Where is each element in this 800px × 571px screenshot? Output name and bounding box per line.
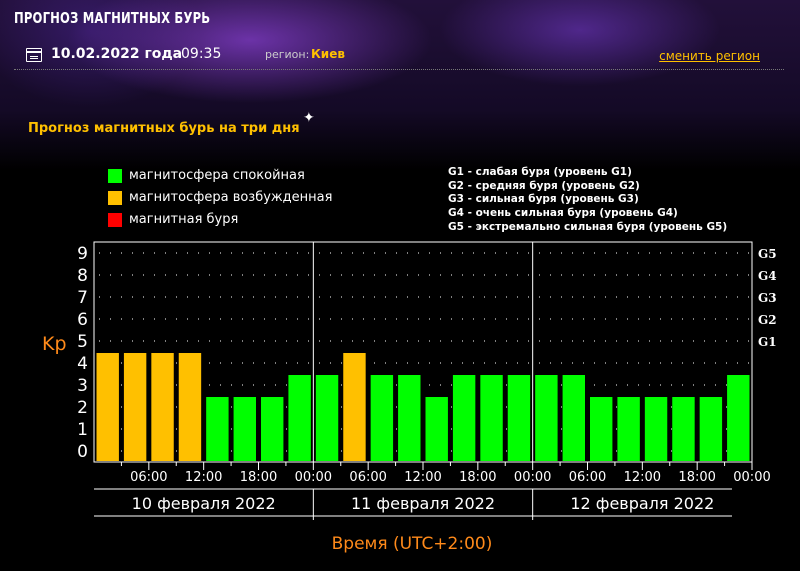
x-tick-label: 18:00 — [459, 470, 496, 485]
x-axis-label: Время (UTC+2:00) — [332, 534, 493, 554]
x-tick-label: 12:00 — [185, 470, 222, 485]
page-title: ПРОГНОЗ МАГНИТНЫХ БУРЬ — [14, 9, 211, 27]
storm-level-g1: G1 - слабая буря (уровень G1) — [448, 166, 632, 178]
kp-bar — [151, 353, 174, 461]
y-tick-label: 0 — [77, 442, 88, 462]
kp-bar — [123, 353, 147, 461]
x-tick-label: 06:00 — [569, 470, 606, 485]
kp-bar — [562, 375, 585, 461]
x-tick-label: 18:00 — [678, 470, 715, 485]
y-tick-label: 6 — [77, 310, 88, 330]
change-region-link[interactable]: сменить регион — [659, 49, 760, 63]
date-bar: 10.02.2022 года 09:35 регион: Киев смени… — [26, 45, 760, 67]
legend-swatch-active — [108, 191, 122, 205]
kp-bar — [261, 397, 284, 461]
x-tick-label: 00:00 — [514, 470, 551, 485]
kp-bar — [452, 375, 476, 461]
y-tick-label: 3 — [77, 376, 88, 396]
kp-bar — [288, 375, 311, 461]
star-icon: ✦ — [303, 110, 315, 126]
g-level-tick-label: G2 — [758, 313, 777, 327]
x-tick-label: 00:00 — [733, 470, 770, 485]
x-tick-label: 00:00 — [295, 470, 332, 485]
kp-bar — [178, 353, 202, 461]
kp-bar — [233, 397, 256, 461]
g-level-tick-label: G5 — [758, 247, 777, 261]
legend-label-active: магнитосфера возбужденная — [129, 190, 333, 205]
kp-bar — [425, 397, 448, 461]
kp-bar — [480, 375, 503, 461]
g-level-tick-label: G3 — [758, 291, 777, 305]
region-label: регион: — [265, 48, 310, 61]
y-tick-label: 8 — [77, 266, 88, 286]
storm-level-g3: G3 - сильная буря (уровень G3) — [448, 193, 639, 206]
kp-bar — [699, 397, 723, 461]
y-tick-label: 2 — [77, 398, 88, 418]
day-label: 10 февраля 2022 — [132, 494, 276, 513]
legend-label-storm: магнитная буря — [129, 212, 239, 227]
forecast-subtitle: Прогноз магнитных бурь на три дня — [28, 121, 300, 136]
storm-levels-list: G1 - слабая буря (уровень G1) G2 - средн… — [448, 166, 727, 235]
current-date: 10.02.2022 года — [51, 46, 183, 62]
storm-level-g4: G4 - очень сильная буря (уровень G4) — [448, 207, 678, 220]
header-divider — [14, 69, 784, 70]
kp-bar — [617, 397, 640, 461]
legend-swatch-storm — [108, 213, 122, 227]
x-tick-label: 12:00 — [404, 470, 441, 485]
kp-bar — [96, 353, 119, 461]
kp-bar — [206, 397, 229, 461]
y-axis-label: Kp — [42, 333, 67, 355]
legend-swatch-quiet — [108, 169, 122, 183]
x-tick-label: 06:00 — [130, 470, 167, 485]
y-tick-label: 1 — [77, 420, 88, 440]
kp-bar — [343, 353, 366, 461]
y-tick-label: 9 — [77, 244, 88, 264]
legend-label-quiet: магнитосфера спокойная — [129, 168, 305, 183]
day-label: 12 февраля 2022 — [570, 494, 714, 513]
y-tick-label: 5 — [77, 332, 88, 352]
kp-bar — [507, 375, 531, 461]
y-tick-label: 4 — [77, 354, 88, 374]
calendar-icon — [26, 48, 42, 62]
x-tick-label: 12:00 — [624, 470, 661, 485]
current-time: 09:35 — [181, 46, 222, 62]
day-label: 11 февраля 2022 — [351, 494, 495, 513]
kp-bar — [535, 375, 558, 461]
storm-level-g2: G2 - средняя буря (уровень G2) — [448, 179, 640, 192]
x-tick-label: 18:00 — [240, 470, 277, 485]
g-level-tick-label: G1 — [758, 335, 777, 349]
kp-bar — [315, 375, 339, 461]
kp-bar — [590, 397, 613, 461]
x-tick-label: 06:00 — [349, 470, 386, 485]
kp-bar — [644, 397, 668, 461]
g-level-tick-label: G4 — [758, 269, 777, 283]
y-tick-label: 7 — [77, 288, 88, 308]
region-value: Киев — [311, 47, 345, 61]
storm-level-g5: G5 - экстремально сильная буря (уровень … — [448, 220, 728, 233]
kp-bar — [370, 375, 394, 461]
kp-bar — [727, 375, 750, 461]
kp-bar — [672, 397, 695, 461]
kp-bar — [398, 375, 421, 461]
